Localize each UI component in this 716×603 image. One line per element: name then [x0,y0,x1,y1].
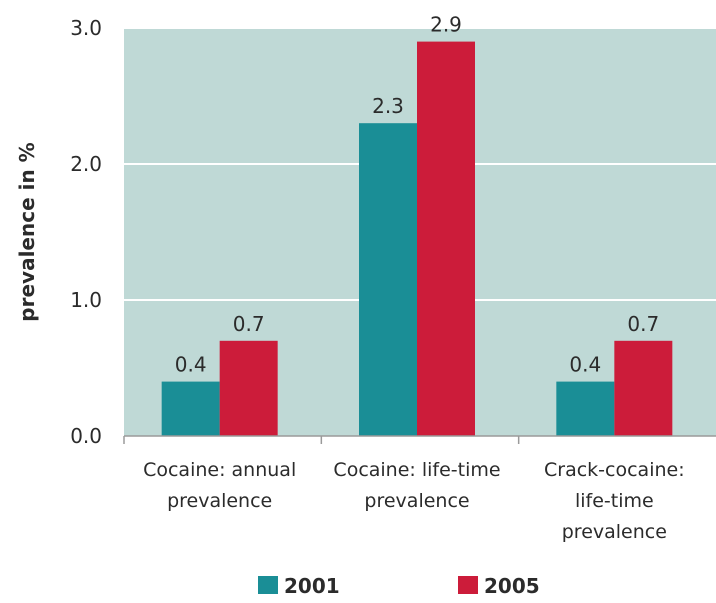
data-label: 0.7 [233,312,265,336]
y-axis-ticks: 0.0 1.0 2.0 3.0 [70,16,102,448]
category-labels: Cocaine: annual prevalence Cocaine: life-t… [143,459,685,543]
category-label: prevalence [364,490,469,512]
x-axis [123,435,716,444]
bar-2001 [556,381,615,436]
category-label: Cocaine: annual [143,459,296,481]
data-labels: 0.4 0.7 2.3 2.9 0.4 0.7 [175,13,659,377]
category-label: Cocaine: life-time [333,459,500,481]
bar-2005 [614,340,673,436]
bar-2005 [417,41,475,436]
bar-2001 [359,123,417,436]
data-label: 2.9 [430,13,462,37]
category-label: Crack-cocaine: [544,459,685,481]
data-label: 2.3 [372,94,404,118]
bar-2005 [219,340,278,436]
y-axis-title: prevalence in % [15,142,39,321]
data-label: 0.7 [627,312,659,336]
y-tick-label: 0.0 [70,424,102,448]
category-label: prevalence [562,521,667,543]
legend-label: 2005 [484,574,540,598]
data-label: 0.4 [569,353,601,377]
y-tick-label: 2.0 [70,152,102,176]
y-tick-label: 1.0 [70,288,102,312]
legend-swatch [258,576,278,594]
y-tick-label: 3.0 [70,16,102,40]
category-label: prevalence [167,490,272,512]
category-label: life-time [575,490,654,512]
data-label: 0.4 [175,353,207,377]
legend-swatch [458,576,478,594]
bars [161,41,673,436]
legend: 2001 2005 [258,574,540,598]
legend-label: 2001 [284,574,340,598]
bar-2001 [161,381,220,436]
